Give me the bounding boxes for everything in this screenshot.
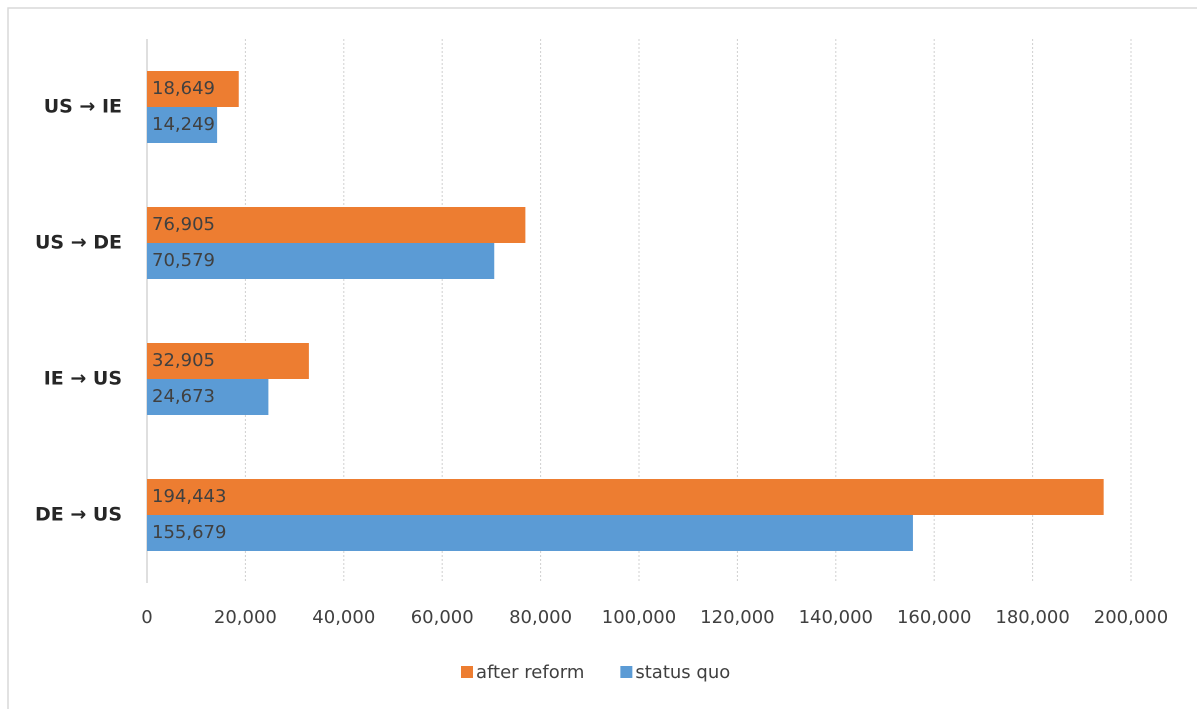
value-label: 14,249 bbox=[152, 114, 215, 135]
x-tick-label: 0 bbox=[141, 607, 152, 628]
value-label: 70,579 bbox=[152, 250, 215, 271]
category-label: DE → US bbox=[35, 504, 122, 526]
value-label: 194,443 bbox=[152, 486, 226, 507]
x-tick-label: 80,000 bbox=[509, 607, 572, 628]
value-label: 76,905 bbox=[152, 214, 215, 235]
legend-swatch bbox=[461, 666, 473, 678]
bar bbox=[147, 107, 218, 143]
bar bbox=[147, 479, 1104, 515]
category-label: US → IE bbox=[44, 96, 122, 118]
value-label: 32,905 bbox=[152, 350, 215, 371]
x-tick-label: 180,000 bbox=[995, 607, 1069, 628]
x-tick-label: 140,000 bbox=[799, 607, 873, 628]
x-tick-label: 40,000 bbox=[312, 607, 375, 628]
value-label: 18,649 bbox=[152, 78, 215, 99]
legend-label: status quo bbox=[635, 662, 730, 683]
x-tick-label: 120,000 bbox=[700, 607, 774, 628]
x-tick-label: 100,000 bbox=[602, 607, 676, 628]
category-label: IE → US bbox=[44, 368, 122, 390]
legend-label: after reform bbox=[476, 662, 584, 683]
bar bbox=[147, 71, 239, 107]
bar bbox=[147, 243, 495, 279]
bar bbox=[147, 379, 269, 415]
x-tick-label: 160,000 bbox=[897, 607, 971, 628]
category-label: US → DE bbox=[35, 232, 122, 254]
value-label: 24,673 bbox=[152, 386, 215, 407]
bar bbox=[147, 207, 526, 243]
bar bbox=[147, 343, 309, 379]
legend-swatch bbox=[620, 666, 633, 678]
x-tick-label: 60,000 bbox=[411, 607, 474, 628]
x-tick-label: 20,000 bbox=[214, 607, 277, 628]
bar bbox=[147, 515, 913, 551]
x-tick-label: 200,000 bbox=[1094, 607, 1168, 628]
value-label: 155,679 bbox=[152, 522, 226, 543]
